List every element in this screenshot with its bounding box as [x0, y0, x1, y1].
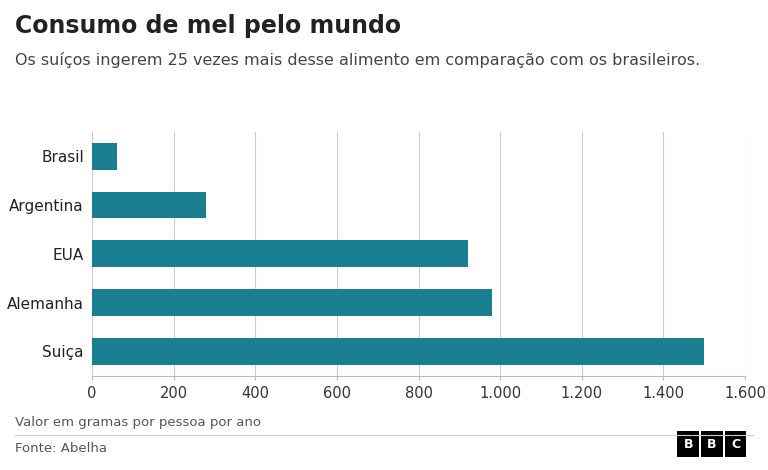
Text: B: B [684, 438, 693, 451]
Text: Consumo de mel pelo mundo: Consumo de mel pelo mundo [15, 14, 402, 38]
Text: Os suíços ingerem 25 vezes mais desse alimento em comparação com os brasileiros.: Os suíços ingerem 25 vezes mais desse al… [15, 52, 700, 68]
Bar [92, 338, 704, 365]
Text: Fonte: Abelha: Fonte: Abelha [15, 442, 108, 455]
Bar [92, 192, 207, 219]
Bar [92, 143, 117, 170]
Bar [92, 289, 492, 316]
Text: C: C [731, 438, 740, 451]
Text: B: B [707, 438, 717, 451]
Bar [92, 240, 468, 267]
Text: Valor em gramas por pessoa por ano: Valor em gramas por pessoa por ano [15, 416, 261, 429]
